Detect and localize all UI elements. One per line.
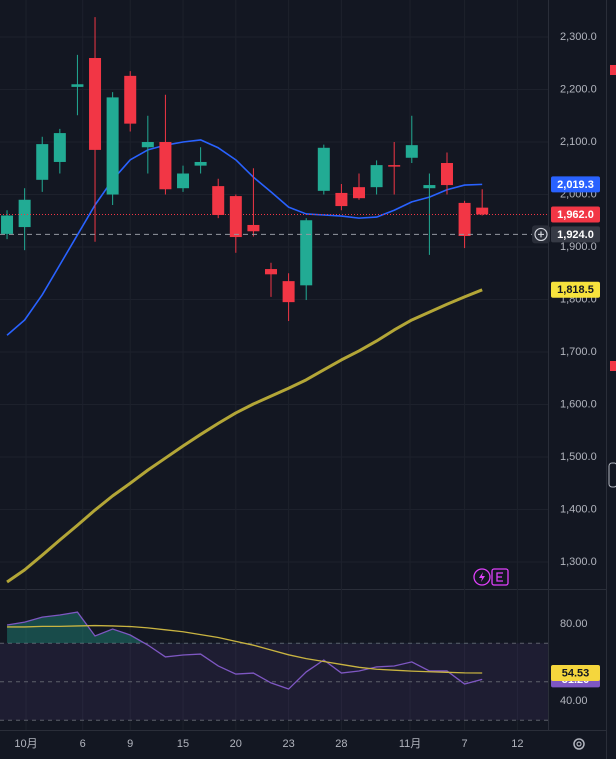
x-tick-label: 6 — [80, 738, 86, 750]
price-tag — [551, 226, 600, 243]
price-tag — [551, 281, 600, 298]
earnings-icon[interactable] — [491, 568, 509, 586]
lightning-icon[interactable] — [473, 568, 491, 586]
gear-hub — [576, 741, 582, 747]
indicator-icons — [473, 568, 509, 586]
y-tick-label: 1,700.0 — [560, 346, 597, 358]
candle-body — [53, 133, 66, 162]
y-tick-label: 1,500.0 — [560, 451, 597, 463]
x-tick-label: 12 — [511, 738, 523, 750]
lightning-glyph — [479, 572, 485, 582]
crosshair-plus-glyph — [538, 231, 544, 238]
x-tick-label: 28 — [335, 738, 347, 750]
candle-body — [18, 199, 31, 228]
x-tick-label: 7 — [462, 738, 468, 750]
price-tag-label: 1,962.0 — [557, 209, 594, 221]
candle-body — [89, 58, 102, 150]
candle-body — [440, 163, 453, 186]
x-tick-label: 11月 — [399, 738, 421, 750]
price-tag — [551, 665, 600, 682]
candle-body — [106, 97, 119, 195]
candle-body — [423, 185, 436, 189]
x-tick-label: 20 — [230, 738, 242, 750]
price-tag-label: 2,019.3 — [557, 179, 594, 191]
side-marker — [610, 361, 616, 371]
candle-body — [352, 187, 365, 199]
rsi-tick-label: 80.00 — [560, 618, 588, 630]
y-tick-label: 1,300.0 — [560, 556, 597, 568]
side-marker — [610, 65, 616, 75]
candle-body — [124, 75, 137, 124]
settings-icon[interactable] — [573, 738, 585, 750]
candle-body — [335, 192, 348, 207]
rsi-overbought-fill — [7, 612, 483, 644]
candle-body — [317, 147, 330, 191]
price-tag-label: 1,924.0 — [557, 229, 594, 241]
rsi-tick-label: 40.00 — [560, 695, 588, 707]
y-tick-label: 1,900.0 — [560, 241, 597, 253]
price-tag-label: 1,818.5 — [557, 284, 594, 296]
candle-body — [265, 269, 278, 275]
y-tick-label: 1,600.0 — [560, 398, 597, 410]
y-tick-label: 2,300.0 — [560, 31, 597, 43]
y-tick-label: 1,400.0 — [560, 503, 597, 515]
candle-body — [1, 215, 14, 234]
candle-body — [71, 84, 84, 87]
candle-body — [405, 145, 418, 158]
x-tick-label: 10月 — [14, 738, 37, 750]
candle-body — [300, 220, 313, 286]
candle-body — [370, 165, 383, 188]
candle-body — [247, 224, 260, 232]
y-tick-label: 2,100.0 — [560, 136, 597, 148]
candle-body — [141, 142, 154, 148]
candle-body — [282, 281, 295, 303]
candle-body — [388, 165, 401, 167]
moving-average-line — [6, 139, 483, 336]
price-tag — [551, 176, 600, 193]
candle-body — [458, 202, 471, 236]
candle-body — [194, 161, 207, 166]
moving-average-line — [6, 288, 483, 584]
earnings-glyph — [496, 572, 503, 582]
gear-ring — [573, 738, 585, 750]
candle-body — [159, 142, 172, 190]
rsi-line — [6, 611, 483, 690]
price-tag — [551, 206, 600, 223]
x-tick-label: 15 — [177, 738, 189, 750]
plot-layer: 2,300.02,200.02,100.02,000.01,900.01,800… — [0, 17, 600, 750]
rsi-line — [7, 624, 483, 674]
price-tag-label: 54.53 — [562, 667, 590, 679]
x-tick-label: 9 — [127, 738, 133, 750]
candle-body — [212, 186, 225, 215]
side-button[interactable] — [608, 462, 616, 488]
candle-body — [177, 173, 190, 189]
crosshair-plus-icon — [534, 227, 548, 242]
candle-body — [229, 196, 242, 238]
candle-body — [476, 207, 489, 215]
y-tick-label: 2,200.0 — [560, 83, 597, 95]
x-tick-label: 23 — [282, 738, 294, 750]
candle-body — [36, 144, 49, 180]
